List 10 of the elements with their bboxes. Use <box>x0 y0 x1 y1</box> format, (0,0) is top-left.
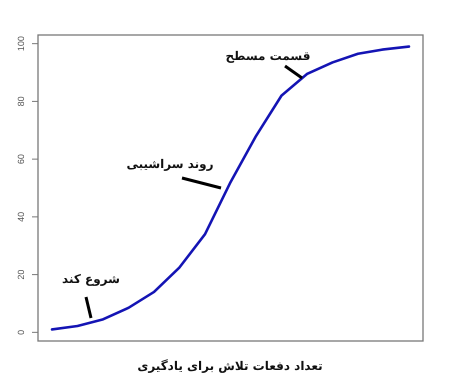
y-tick-label: 60 <box>16 154 26 164</box>
annotation: شروع کند <box>62 272 120 286</box>
x-axis-title: تعداد دفعات تلاش برای یادگیری <box>137 359 323 373</box>
y-tick-label: 20 <box>16 270 26 280</box>
annotation: قسمت مسطح <box>226 49 310 63</box>
annotation: روند سراشیبی <box>126 157 214 171</box>
y-tick-label: 0 <box>16 330 26 335</box>
y-tick-label: 80 <box>16 96 26 106</box>
y-tick-label: 100 <box>16 36 26 52</box>
y-tick-label: 40 <box>16 212 26 222</box>
